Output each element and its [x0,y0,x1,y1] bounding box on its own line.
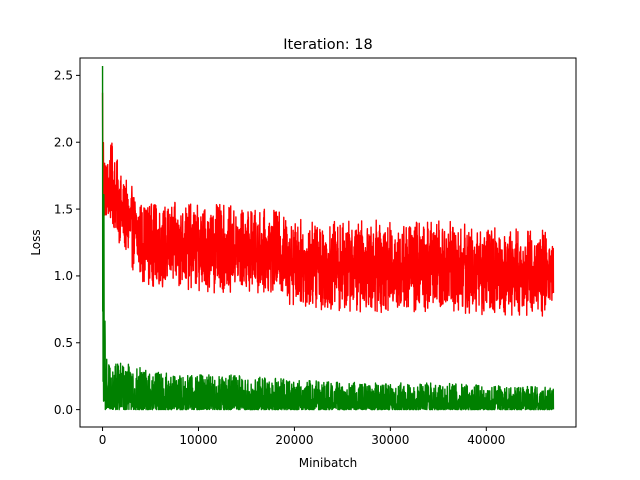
series-line-red [101,92,555,317]
series-layer [101,66,555,411]
x-axis-label: Minibatch [299,456,358,470]
x-axis: 0 10000 20000 30000 40000 [99,427,505,447]
y-tick-label: 1.0 [54,269,73,283]
y-axis-label: Loss [29,229,43,255]
x-tick-label: 20000 [275,433,313,447]
x-tick-label: 40000 [467,433,505,447]
series-line-green [101,66,555,411]
x-tick-label: 30000 [371,433,409,447]
y-tick-label: 2.5 [54,69,73,83]
y-tick-label: 2.0 [54,136,73,150]
plot-frame [79,57,577,428]
y-tick-label: 1.5 [54,202,73,216]
y-tick-label: 0.0 [54,403,73,417]
x-tick-label: 0 [99,433,107,447]
chart-title: Iteration: 18 [283,37,372,53]
x-tick-label: 10000 [179,433,217,447]
y-tick-label: 0.5 [54,336,73,350]
y-axis: 0.0 0.5 1.0 1.5 2.0 2.5 [54,69,80,417]
